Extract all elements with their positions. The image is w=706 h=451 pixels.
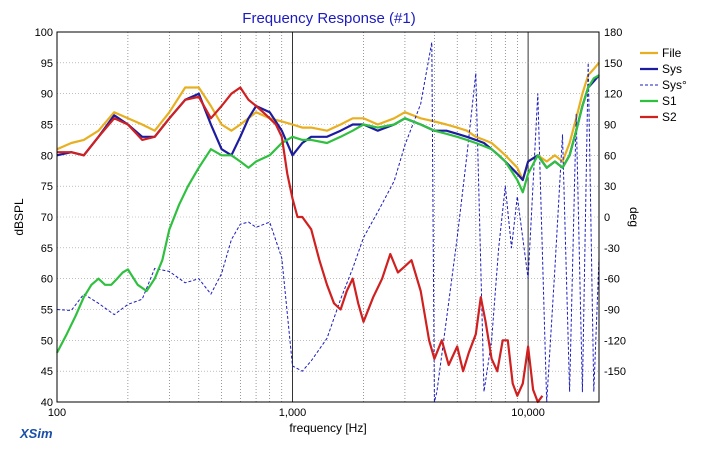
legend: File Sys Sys° S1 S2 (640, 46, 687, 124)
series-layer (56, 41, 600, 404)
x-tick-label: 10,000 (511, 407, 545, 419)
legend-label: S2 (662, 110, 677, 124)
chart-title: Frequency Response (#1) (242, 10, 415, 27)
y-left-tick-label: 80 (41, 150, 53, 162)
legend-label: Sys (662, 62, 682, 76)
y-right-tick-label: 120 (604, 89, 622, 101)
series-line-s1 (56, 74, 600, 354)
series-line-sys (56, 41, 600, 403)
y-right-tick-label: 60 (604, 150, 616, 162)
y-right-tick-label: -30 (604, 243, 620, 255)
y-right-tick-label: 180 (604, 27, 622, 39)
y-left-tick-label: 90 (41, 89, 53, 101)
y-left-tick-label: 50 (41, 335, 53, 347)
y-axis-label-left: dBSPL (12, 198, 26, 236)
y-right-tick-label: -150 (604, 366, 626, 378)
y-left-tick-label: 60 (41, 274, 53, 286)
y-left-tick-label: 85 (41, 120, 53, 132)
y-axis-label-right: deg (627, 207, 641, 227)
legend-label: S1 (662, 94, 677, 108)
y-right-tick-label: 0 (604, 212, 610, 224)
y-left-tick-label: 45 (41, 366, 53, 378)
y-left-tick-label: 55 (41, 305, 53, 317)
tick-label-layer: 100 1,000 10,000 40 45 50 55 60 65 70 75 80 85 90 95 10… (35, 27, 626, 419)
y-left-tick-label: 40 (41, 397, 53, 409)
y-left-tick-label: 95 (41, 58, 53, 70)
series-line-file (56, 62, 600, 182)
y-right-tick-label: -90 (604, 305, 620, 317)
y-right-tick-label: -120 (604, 335, 626, 347)
series-line-sys (56, 74, 600, 182)
y-left-tick-label: 70 (41, 212, 53, 224)
y-left-tick-label: 65 (41, 243, 53, 255)
legend-label: File (662, 46, 682, 60)
series-line-s2 (57, 86, 544, 404)
y-right-tick-label: 30 (604, 181, 616, 193)
y-left-tick-label: 100 (35, 27, 53, 39)
x-tick-label: 100 (48, 407, 66, 419)
x-tick-label: 1,000 (279, 407, 307, 419)
y-right-tick-label: 150 (604, 58, 622, 70)
y-right-tick-label: -60 (604, 274, 620, 286)
legend-label: Sys° (662, 78, 687, 92)
y-right-tick-label: 90 (604, 120, 616, 132)
plot-frame (56, 31, 600, 403)
y-left-tick-label: 75 (41, 181, 53, 193)
xsim-brand-label: XSim (19, 426, 53, 441)
grid-layer (57, 32, 599, 402)
x-axis-label: frequency [Hz] (289, 421, 366, 435)
